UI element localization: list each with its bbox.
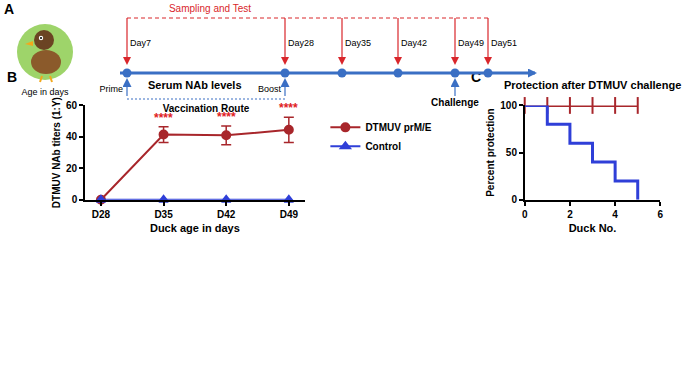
svg-text:40: 40: [66, 131, 78, 142]
svg-text:Control: Control: [365, 141, 401, 152]
svg-text:50: 50: [506, 147, 518, 158]
svg-text:Day49: Day49: [458, 38, 484, 48]
svg-text:Age in days: Age in days: [21, 87, 69, 97]
svg-text:Prime: Prime: [99, 84, 123, 94]
svg-text:Challenge: Challenge: [431, 97, 479, 108]
svg-text:0: 0: [522, 209, 528, 220]
svg-text:C: C: [471, 69, 481, 85]
svg-text:****: ****: [154, 111, 173, 125]
svg-text:DTMUV prM/E: DTMUV prM/E: [365, 122, 431, 133]
svg-text:D35: D35: [154, 209, 173, 220]
svg-text:Protection after DTMUV challen: Protection after DTMUV challenge: [504, 79, 681, 91]
svg-text:****: ****: [279, 101, 298, 115]
svg-text:60: 60: [66, 100, 78, 111]
svg-text:Vaccination Route: Vaccination Route: [163, 103, 250, 114]
svg-text:Serum NAb levels: Serum NAb levels: [148, 79, 242, 91]
svg-text:0: 0: [511, 194, 517, 205]
svg-text:Day51: Day51: [491, 38, 517, 48]
svg-text:Boost: Boost: [258, 84, 282, 94]
svg-text:Day7: Day7: [130, 38, 151, 48]
svg-text:Sampling and Test: Sampling and Test: [169, 3, 251, 14]
svg-text:Percent protection: Percent protection: [485, 108, 496, 196]
svg-text:A: A: [4, 1, 14, 17]
svg-text:6: 6: [658, 209, 664, 220]
svg-text:100: 100: [500, 100, 517, 111]
svg-text:0: 0: [72, 194, 78, 205]
svg-text:D42: D42: [217, 209, 236, 220]
svg-text:Duck No.: Duck No.: [569, 222, 617, 234]
svg-text:****: ****: [217, 110, 236, 124]
svg-text:Day28: Day28: [288, 38, 314, 48]
svg-text:2: 2: [567, 209, 573, 220]
svg-text:Duck age in days: Duck age in days: [150, 222, 240, 234]
svg-text:20: 20: [66, 163, 78, 174]
svg-text:Day42: Day42: [401, 38, 427, 48]
svg-text:B: B: [7, 69, 17, 85]
svg-text:4: 4: [612, 209, 618, 220]
svg-text:D49: D49: [280, 209, 299, 220]
svg-text:DTMUV NAb titers (1:Y): DTMUV NAb titers (1:Y): [51, 97, 62, 208]
svg-text:D28: D28: [92, 209, 111, 220]
svg-text:Day35: Day35: [345, 38, 371, 48]
